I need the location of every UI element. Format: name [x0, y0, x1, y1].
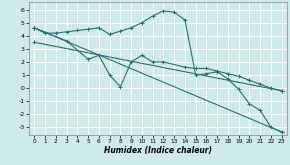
X-axis label: Humidex (Indice chaleur): Humidex (Indice chaleur): [104, 146, 212, 155]
